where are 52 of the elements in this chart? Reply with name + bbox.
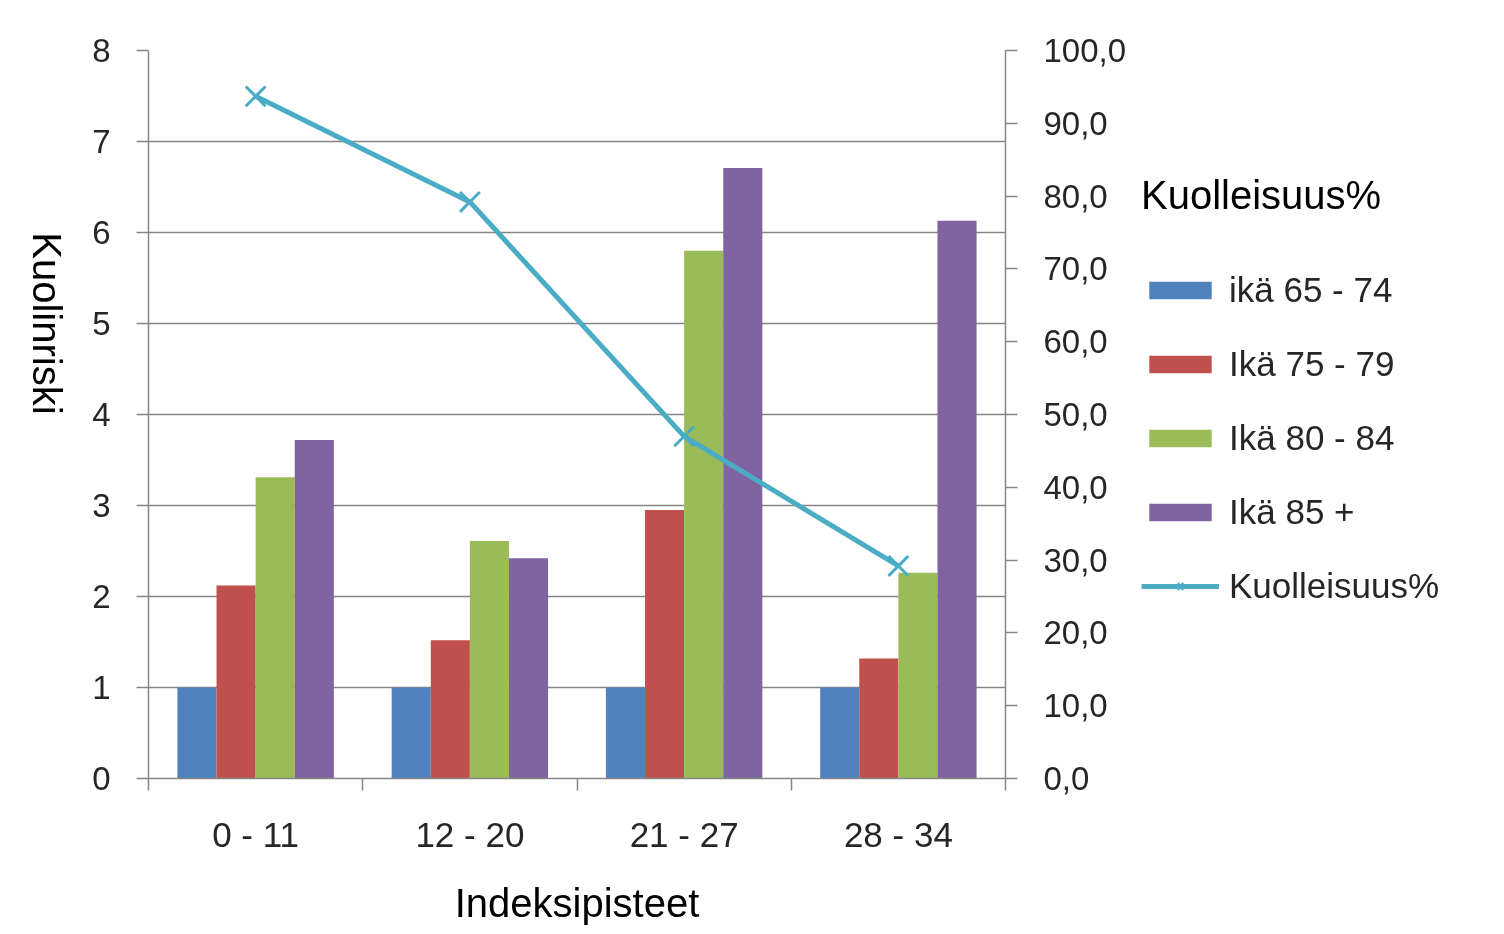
bar [723, 167, 763, 779]
bar [820, 687, 860, 779]
legend-label: Ikä 85 + [1229, 492, 1355, 532]
y2-tick-label: 0,0 [1043, 760, 1090, 797]
bar [898, 572, 938, 779]
y-tick-label: 8 [92, 32, 111, 69]
bar [177, 687, 217, 779]
bar [430, 640, 470, 779]
legend-label: Ikä 80 - 84 [1229, 418, 1395, 458]
y2-tick-label: 20,0 [1043, 614, 1108, 652]
y-tick-label: 2 [92, 578, 111, 615]
y-tick-label: 4 [92, 396, 111, 433]
bar [605, 687, 646, 779]
bar [508, 558, 549, 779]
legend-label: ikä 65 - 74 [1229, 270, 1393, 310]
bar [469, 540, 509, 779]
y-tick-label: 0 [92, 760, 111, 797]
y2-tick-label: 40,0 [1043, 468, 1108, 506]
bar [255, 477, 295, 779]
y2-axis-title: Kuolleisuus% [1141, 173, 1383, 218]
y2-tick-label: 80,0 [1043, 177, 1108, 215]
y-tick-label: 1 [92, 669, 111, 706]
point [244, 84, 268, 108]
bar [391, 687, 431, 779]
y-tick-label: 7 [92, 123, 111, 160]
bar [645, 510, 685, 779]
y2-tick-label: 50,0 [1043, 396, 1108, 433]
x-tick-label: 12 - 20 [415, 814, 525, 854]
y2-tick-label: 100,0 [1043, 32, 1127, 69]
x-tick-label: 28 - 34 [843, 814, 953, 854]
point [672, 424, 696, 448]
legend-label: Kuolleisuus% [1229, 566, 1440, 606]
y-tick-label: 6 [92, 214, 111, 251]
bar [294, 439, 334, 779]
bar [216, 585, 256, 779]
bar [937, 220, 977, 779]
y-tick-label: 3 [92, 487, 111, 524]
y2-tick-label: 70,0 [1043, 250, 1108, 288]
x-tick-label: 0 - 11 [212, 814, 300, 854]
y2-tick-label: 10,0 [1043, 687, 1108, 725]
y-tick-label: 5 [92, 305, 111, 342]
y2-tick-label: 30,0 [1043, 541, 1108, 579]
point [886, 554, 910, 578]
x-tick-label: 21 - 27 [629, 814, 739, 854]
y-axis-title: Kuolinriski [25, 232, 70, 415]
x-axis-title: Indeksipisteet [454, 880, 700, 925]
y2-tick-label: 60,0 [1043, 323, 1108, 361]
y2-tick-label: 90,0 [1043, 104, 1108, 142]
bar [859, 658, 899, 779]
bar [684, 250, 724, 779]
legend-label: Ikä 75 - 79 [1229, 344, 1395, 384]
point [458, 190, 482, 214]
